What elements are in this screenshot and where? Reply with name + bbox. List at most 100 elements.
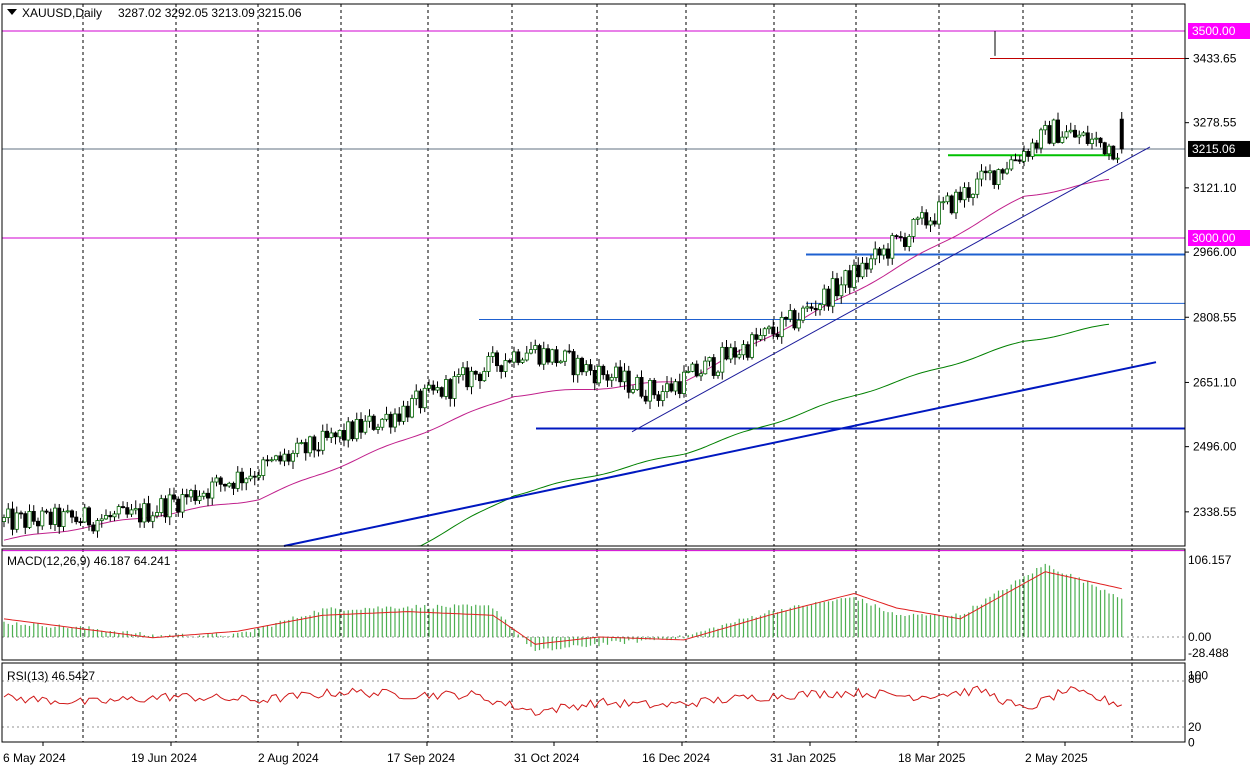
candle xyxy=(401,400,406,425)
candle-body-bull xyxy=(614,366,619,378)
candle xyxy=(367,409,372,428)
candle-body-bull xyxy=(210,481,215,499)
x-tick-label: 31 Jan 2025 xyxy=(770,751,836,765)
candle xyxy=(23,511,28,535)
price-tag-3000[interactable]: 3000.00 xyxy=(1188,230,1250,246)
candle xyxy=(137,503,142,528)
candle-body-bear xyxy=(57,507,62,527)
candle-body-bear xyxy=(894,235,899,237)
candle xyxy=(239,467,244,491)
candle xyxy=(1017,155,1022,165)
pane-frame xyxy=(1,662,1186,743)
candle-body-bull xyxy=(61,511,66,527)
candle xyxy=(988,164,993,181)
candle xyxy=(626,365,631,399)
candle-body-bull xyxy=(703,360,708,375)
candle-body-bull xyxy=(558,360,563,364)
candle xyxy=(341,423,346,447)
candle-body-bull xyxy=(295,442,300,454)
candle-body-bull xyxy=(380,418,385,428)
candle xyxy=(91,521,96,534)
candle-body-bull xyxy=(873,248,878,260)
candle-body-bull xyxy=(741,344,746,356)
candle xyxy=(418,388,423,414)
candle-body-bull xyxy=(541,348,546,365)
candle-body-bull xyxy=(299,442,304,444)
candle-body-bull xyxy=(422,387,427,409)
candle xyxy=(597,358,602,387)
candle-body-bull xyxy=(911,218,916,237)
candle-body-bull xyxy=(320,430,325,451)
candle xyxy=(414,384,419,406)
candle-body-bear xyxy=(358,419,363,433)
candle-body-bear xyxy=(809,306,814,309)
candle-body-bull xyxy=(682,371,687,394)
candle xyxy=(299,439,304,445)
candle xyxy=(971,193,976,206)
candle-body-bear xyxy=(1056,119,1061,143)
candle xyxy=(754,327,759,347)
candle xyxy=(784,316,789,327)
candle xyxy=(796,312,801,332)
candle xyxy=(10,501,15,536)
candle xyxy=(431,380,436,395)
candle xyxy=(1119,112,1124,154)
candle xyxy=(53,503,58,531)
candle xyxy=(1068,122,1073,134)
candle-body-bear xyxy=(397,413,402,422)
candle-body-bull xyxy=(869,258,874,270)
candle-body-bear xyxy=(36,520,41,527)
candle-body-bear xyxy=(567,350,572,353)
candle-body-bull xyxy=(456,374,461,377)
candle xyxy=(639,370,644,399)
candle xyxy=(546,344,551,365)
rsi-axis-label: 100 xyxy=(1188,669,1208,683)
symbol-dropdown-icon[interactable] xyxy=(7,9,17,15)
candle xyxy=(966,182,971,202)
y-tick-label: 2966.00 xyxy=(1193,245,1237,259)
candle-body-bull xyxy=(129,509,134,515)
candle-body-bull xyxy=(248,475,253,480)
candle xyxy=(1094,131,1099,147)
candle xyxy=(707,356,712,367)
candle-body-bull xyxy=(401,405,406,422)
candle xyxy=(282,448,287,467)
candle-body-bear xyxy=(31,511,36,522)
candle-body-bull xyxy=(142,503,147,523)
candle-body-bull xyxy=(452,376,457,399)
x-tick-label: 19 Jun 2024 xyxy=(131,751,197,765)
candle xyxy=(852,259,857,291)
candle-body-bull xyxy=(154,512,159,517)
price-tag-3000-bg xyxy=(1188,230,1250,246)
candle-body-bear xyxy=(813,307,818,311)
candle-body-bull xyxy=(116,506,121,515)
price-tag-3500[interactable]: 3500.00 xyxy=(1188,23,1250,39)
x-tick-label: 18 Mar 2025 xyxy=(898,751,966,765)
candle xyxy=(142,498,147,528)
candle xyxy=(36,517,41,534)
candle-body-bear xyxy=(886,248,891,259)
long-trendline[interactable] xyxy=(283,361,1157,547)
candle xyxy=(1030,138,1035,160)
candle xyxy=(388,411,393,434)
price-tag-last[interactable]: 3215.06 xyxy=(1188,140,1250,157)
candle-body-bear xyxy=(605,374,610,381)
candle xyxy=(541,341,546,370)
candle xyxy=(716,370,721,379)
candle-body-bear xyxy=(74,516,79,523)
candle xyxy=(843,269,848,293)
candle xyxy=(975,172,980,199)
candle xyxy=(439,386,444,399)
candle xyxy=(1034,139,1039,154)
rsi-line xyxy=(3,685,1122,716)
candle xyxy=(222,483,227,492)
short-trendline[interactable] xyxy=(631,146,1151,433)
candle xyxy=(554,346,559,367)
candle-body-bear xyxy=(405,405,410,418)
candle-body-bear xyxy=(184,494,189,498)
candle-body-bull xyxy=(227,482,232,487)
candle xyxy=(860,257,865,280)
candle-body-bull xyxy=(159,498,164,513)
candle xyxy=(699,369,704,381)
